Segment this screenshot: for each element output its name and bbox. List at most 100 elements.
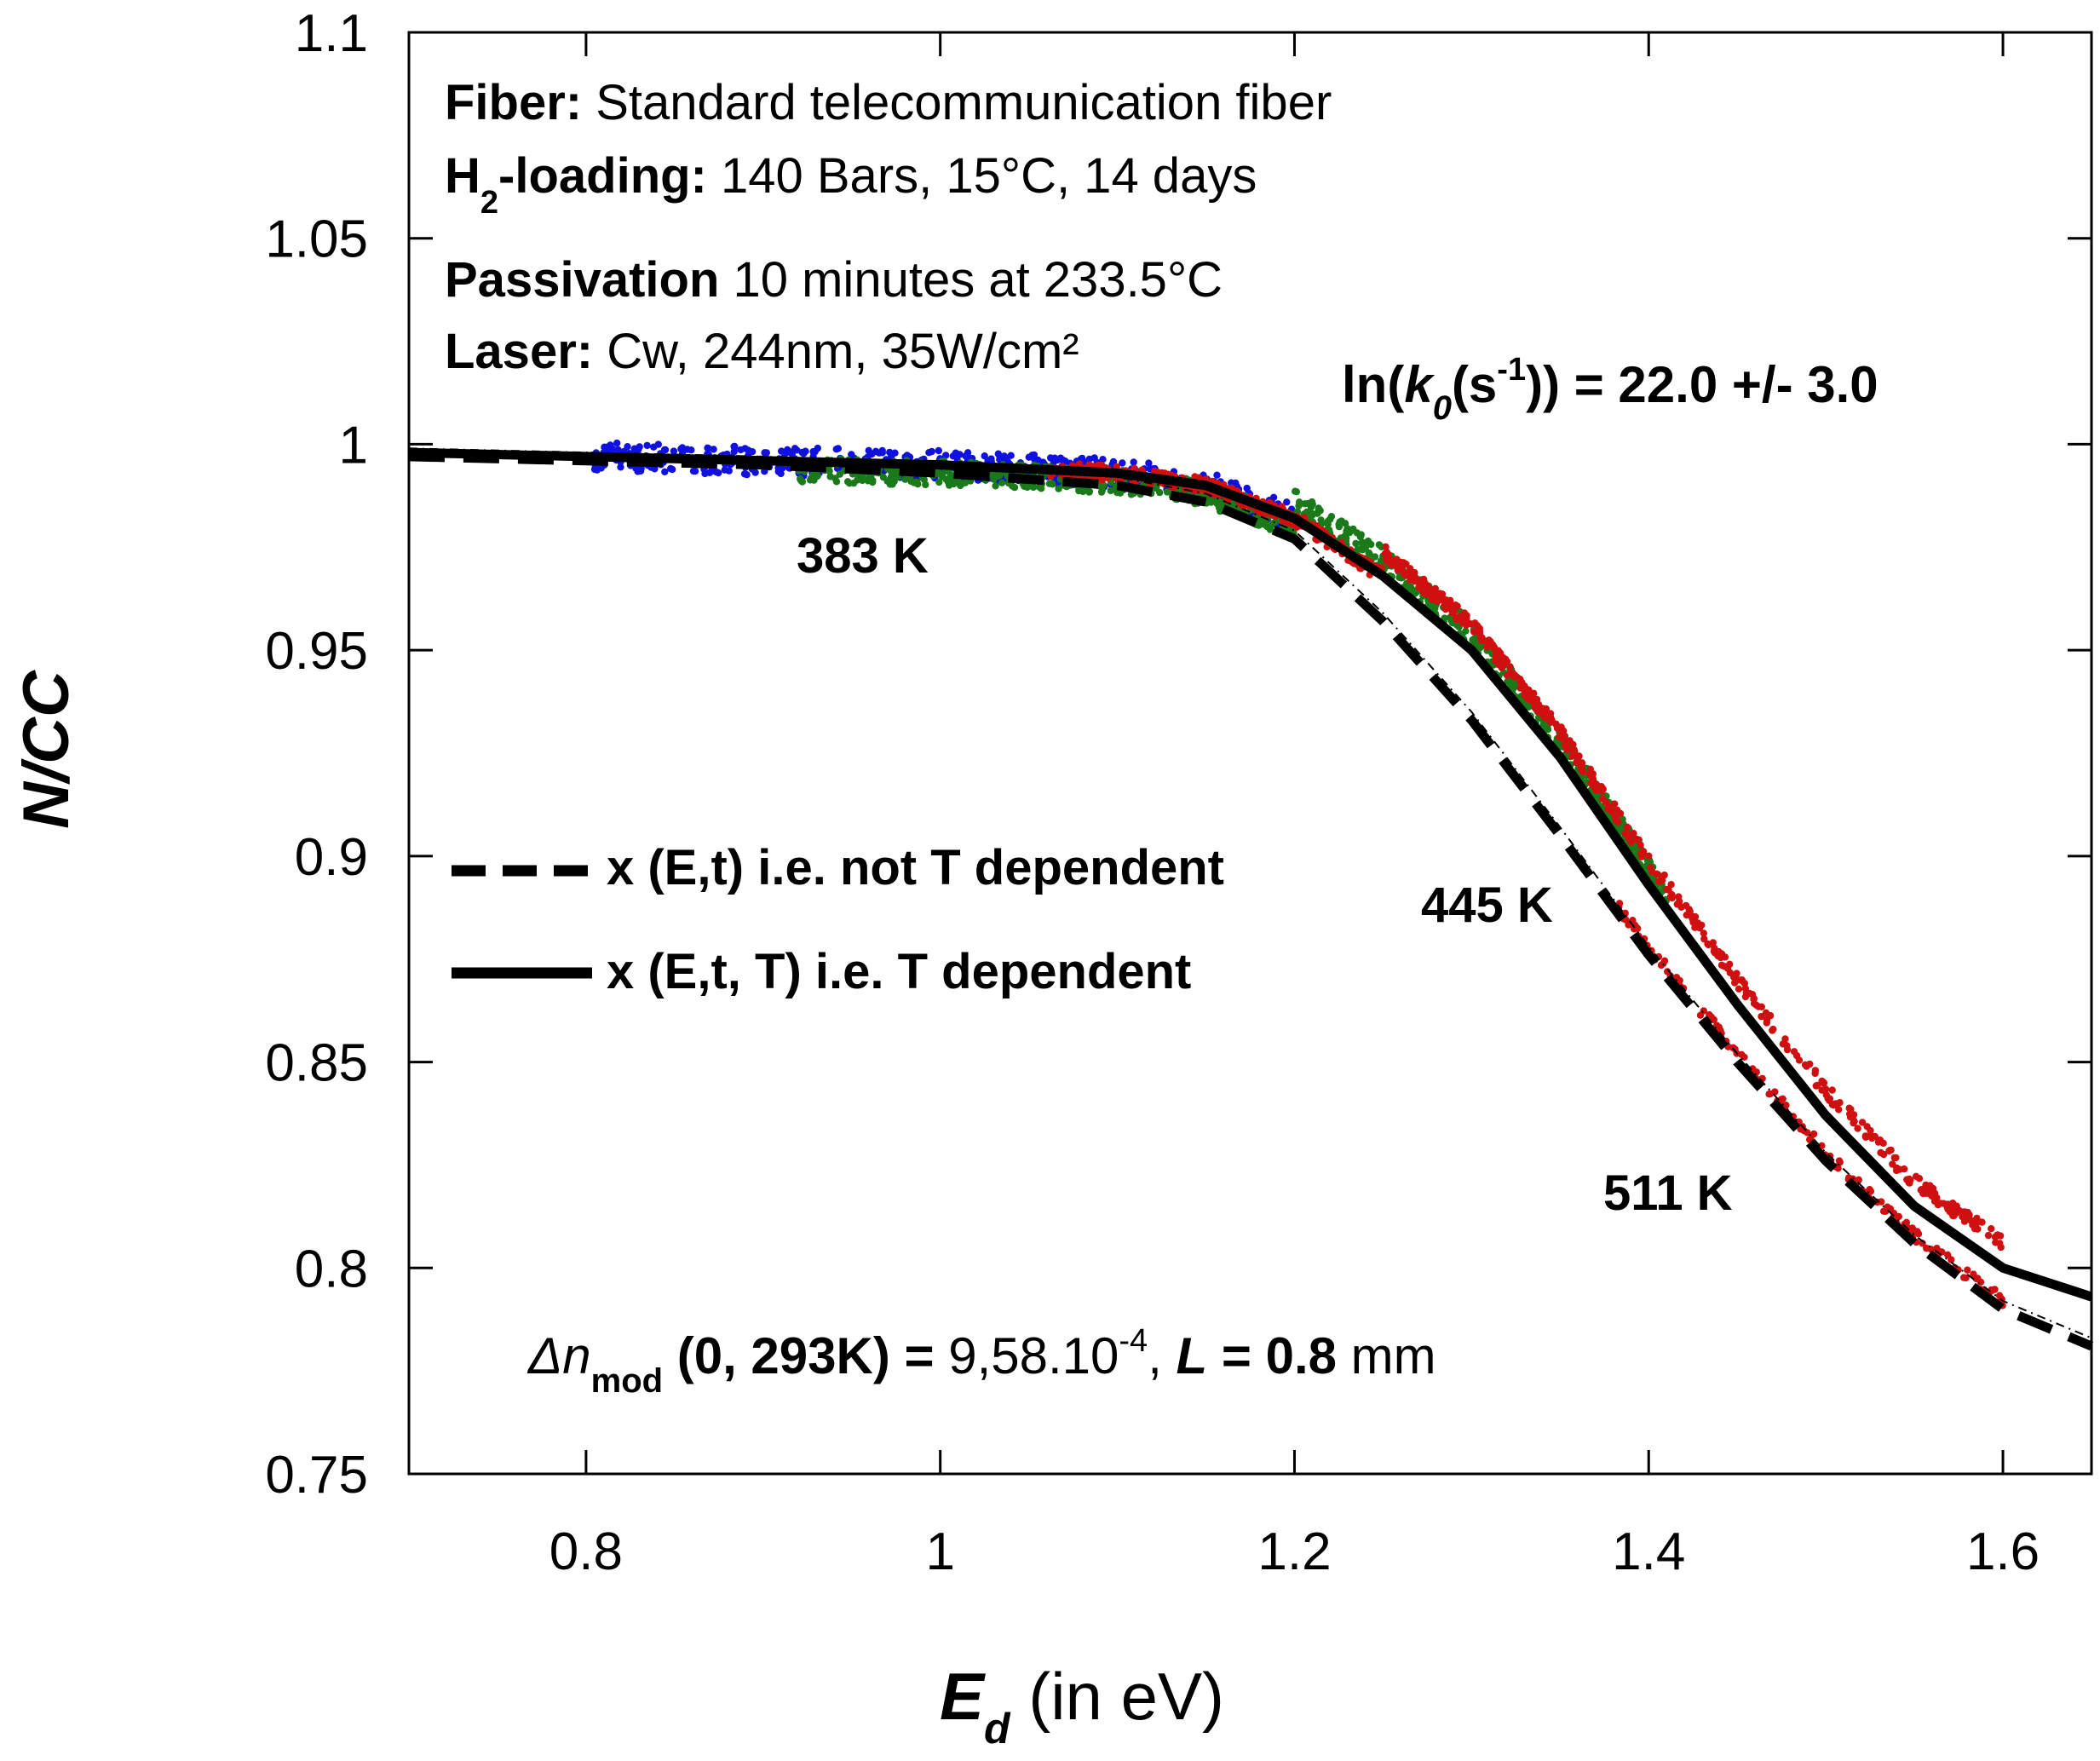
legend-solid-label: x (E,t, T) i.e. T dependent xyxy=(607,944,1191,999)
info-passivation-label: Passivation xyxy=(445,252,719,308)
data-point xyxy=(1940,1200,1948,1207)
data-point xyxy=(826,473,834,481)
data-point xyxy=(1631,844,1639,852)
data-point xyxy=(1260,521,1268,528)
data-point xyxy=(1944,1251,1952,1259)
legend: x (E,t) i.e. not T dependent x (E,t, T) … xyxy=(452,840,1224,999)
data-point xyxy=(762,449,770,457)
info-passivation: Passivation 10 minutes at 233.5°C xyxy=(445,252,1223,308)
data-point xyxy=(1478,636,1486,645)
data-point xyxy=(710,446,717,453)
y-tick-label: 1 xyxy=(339,416,368,475)
data-point xyxy=(1324,517,1332,525)
data-point xyxy=(1592,780,1601,788)
y-tick-label: 0.75 xyxy=(265,1446,368,1505)
data-point xyxy=(1453,615,1461,624)
info-laser-label: Laser: xyxy=(445,324,593,379)
data-point xyxy=(806,476,814,484)
x-tick-label: 1.6 xyxy=(1966,1522,2040,1581)
data-point xyxy=(630,445,638,452)
data-point xyxy=(1997,1243,2005,1252)
data-point xyxy=(1763,1016,1771,1023)
k0-sup: -1 xyxy=(1497,352,1526,388)
data-point xyxy=(1806,1060,1814,1068)
data-point xyxy=(1835,1106,1843,1114)
data-point xyxy=(1630,830,1637,837)
data-point xyxy=(1085,487,1094,496)
data-point xyxy=(1660,871,1668,879)
data-point xyxy=(670,447,678,455)
data-point xyxy=(1944,1205,1952,1213)
data-point xyxy=(1895,1212,1902,1221)
data-point xyxy=(1623,823,1631,831)
data-point xyxy=(935,478,943,486)
data-point xyxy=(1854,1125,1861,1132)
data-point xyxy=(1414,577,1422,584)
data-point xyxy=(850,479,858,487)
data-point xyxy=(1349,525,1357,533)
data-point xyxy=(1877,1148,1884,1157)
data-point xyxy=(1441,601,1448,609)
data-point xyxy=(1631,925,1638,933)
data-point xyxy=(1009,482,1016,490)
x-axis-label: Ed (in eV) xyxy=(940,1659,1224,1752)
data-point xyxy=(1145,459,1153,467)
data-point xyxy=(1738,1050,1746,1059)
data-point xyxy=(1885,1147,1893,1155)
y-tick-label: 0.9 xyxy=(295,828,368,887)
data-point xyxy=(950,480,958,488)
data-point xyxy=(1438,590,1447,598)
data-point xyxy=(1085,455,1094,463)
data-point xyxy=(1901,1220,1908,1229)
data-point xyxy=(1988,1225,1995,1233)
info-fiber-label: Fiber: xyxy=(445,75,582,130)
data-point xyxy=(778,447,785,455)
data-point xyxy=(1915,1175,1924,1183)
data-point xyxy=(1384,557,1391,565)
data-point xyxy=(1335,523,1343,531)
data-point xyxy=(1698,921,1706,929)
data-point xyxy=(1292,488,1301,496)
data-point xyxy=(661,468,669,475)
data-point xyxy=(1750,994,1758,1003)
data-point xyxy=(956,451,964,458)
data-point xyxy=(1397,558,1405,567)
info-passivation-value: 10 minutes at 233.5°C xyxy=(719,252,1223,308)
data-point xyxy=(1606,803,1614,810)
data-point xyxy=(1050,454,1059,462)
data-point xyxy=(730,443,739,452)
data-point xyxy=(1668,890,1676,899)
data-point xyxy=(1422,583,1430,590)
x-tick-label: 1 xyxy=(925,1522,954,1581)
data-point xyxy=(890,477,898,486)
data-point xyxy=(1119,459,1126,467)
data-point xyxy=(1828,1086,1836,1094)
data-point xyxy=(836,470,843,478)
x-tick-label: 0.8 xyxy=(549,1522,623,1581)
k0-p2: (s xyxy=(1452,356,1497,413)
data-point xyxy=(689,467,698,475)
data-point xyxy=(751,469,759,476)
data-point xyxy=(1783,1045,1792,1054)
data-point xyxy=(712,468,720,476)
data-point xyxy=(1828,1101,1837,1108)
data-point xyxy=(784,446,791,453)
data-point xyxy=(1518,678,1526,687)
data-point xyxy=(1741,993,1750,1001)
data-point xyxy=(1959,1208,1967,1216)
data-point xyxy=(634,468,642,475)
data-point xyxy=(1907,1177,1914,1184)
data-point xyxy=(1419,575,1428,584)
data-point xyxy=(935,446,943,455)
data-point xyxy=(1401,571,1409,579)
dn-delta: Δn xyxy=(526,1327,591,1384)
data-point xyxy=(848,451,855,458)
data-point xyxy=(992,482,999,490)
x-axis-label-main: E xyxy=(940,1659,986,1734)
data-point xyxy=(1509,685,1517,693)
y-axis-label: N/CC xyxy=(10,670,83,829)
data-point xyxy=(1570,745,1578,754)
data-point xyxy=(942,452,950,459)
data-point xyxy=(1625,834,1632,842)
data-point xyxy=(660,446,669,454)
